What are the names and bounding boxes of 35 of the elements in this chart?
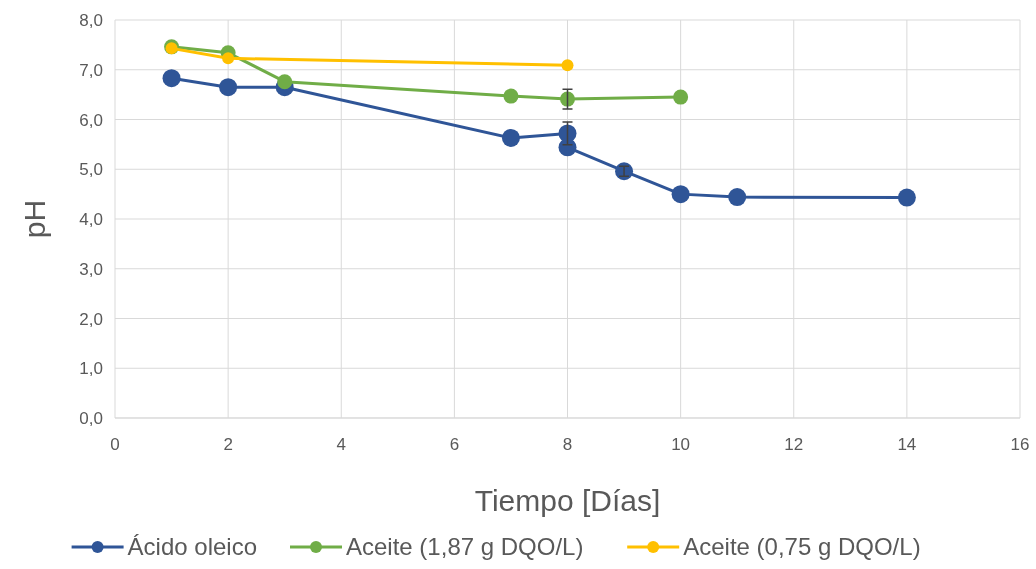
y-tick-label: 8,0 [79, 11, 103, 30]
y-axis-title: pH [18, 199, 51, 239]
point [219, 78, 238, 97]
point [897, 188, 916, 207]
legend-label: Aceite (0,75 g DQO/L) [683, 533, 921, 560]
x-tick-label: 14 [897, 435, 917, 454]
point [503, 88, 519, 104]
x-tick-label: 8 [562, 435, 573, 454]
point [561, 59, 574, 72]
y-tick-label: 7,0 [79, 60, 103, 80]
legend-label: Aceite (1,87 g DQO/L) [346, 533, 584, 560]
x-tick-label: 12 [784, 435, 804, 454]
point [728, 188, 747, 207]
point [277, 74, 293, 90]
y-tick-label: 6,0 [79, 110, 103, 130]
point [615, 162, 634, 181]
x-tick-label: 2 [223, 435, 233, 454]
point [222, 52, 235, 65]
point [673, 89, 689, 105]
y-tick-label: 1,0 [79, 359, 103, 379]
x-tick-label: 4 [336, 435, 346, 454]
x-tick-label: 16 [1010, 435, 1030, 454]
y-tick-label: 5,0 [79, 160, 103, 180]
x-tick-label: 6 [449, 435, 460, 454]
point [671, 185, 690, 204]
y-tick-label: 0,0 [79, 409, 103, 428]
point [162, 69, 181, 88]
x-tick-label: 0 [110, 435, 120, 454]
y-tick-label: 3,0 [79, 259, 103, 279]
legend-label: Ácido oleico [127, 533, 258, 560]
x-axis-title: Tiempo [Días] [474, 484, 661, 517]
y-tick-label: 4,0 [79, 210, 103, 229]
x-tick-label: 10 [671, 435, 691, 454]
y-tick-label: 2,0 [79, 309, 103, 329]
point [501, 128, 520, 147]
